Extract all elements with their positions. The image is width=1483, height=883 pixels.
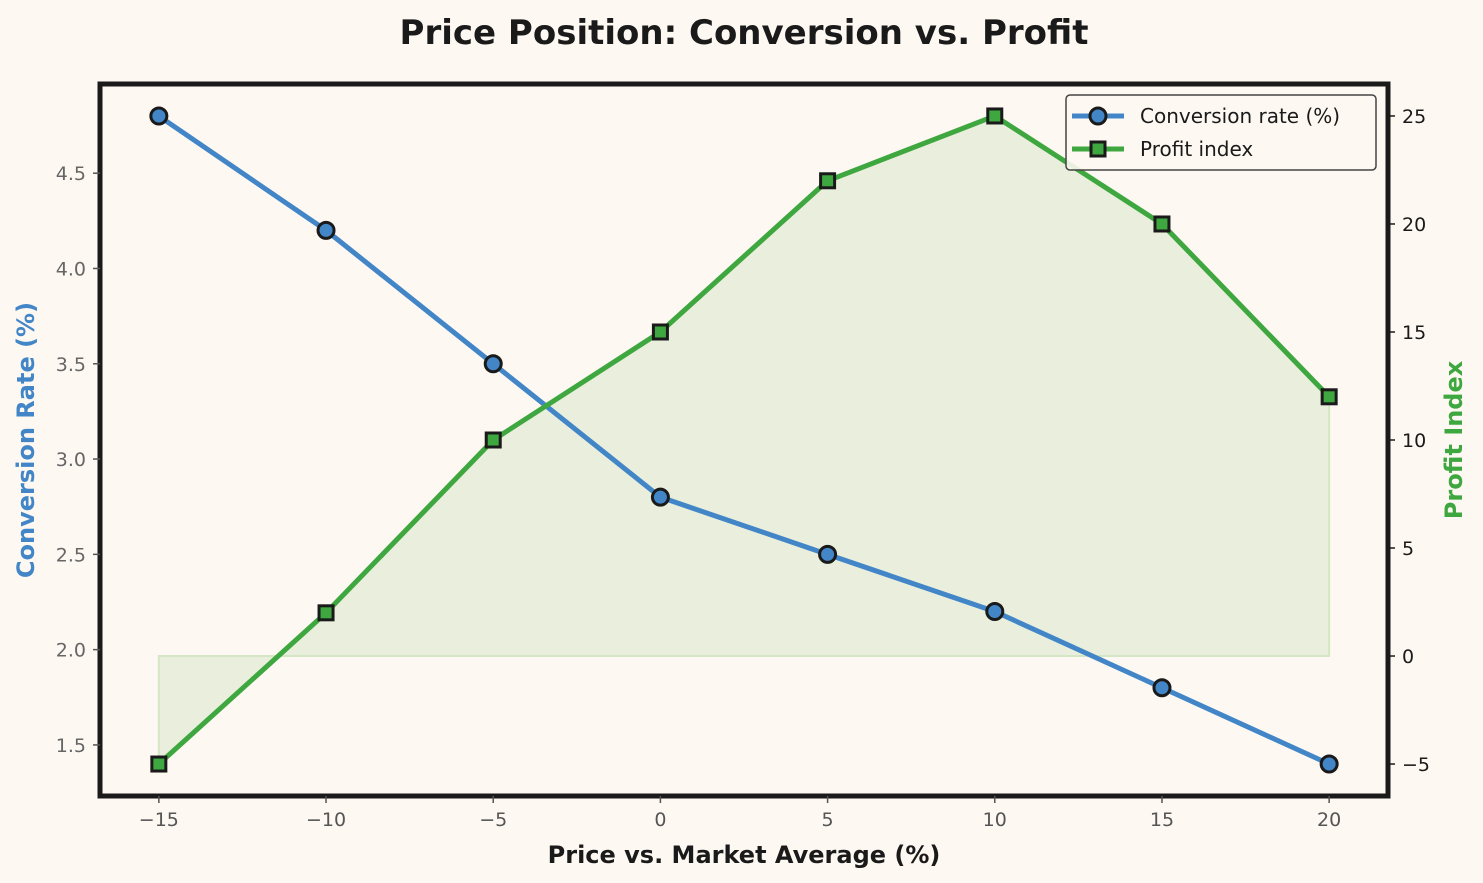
profit-fill-area xyxy=(157,114,1331,767)
conversion-point xyxy=(985,602,1005,622)
profit-point xyxy=(651,323,669,341)
x-tick-label: 5 xyxy=(822,809,834,831)
legend-circle-marker-icon xyxy=(1088,106,1108,126)
x-axis-label: Price vs. Market Average (%) xyxy=(548,841,941,869)
conversion-point xyxy=(316,220,336,240)
x-tick-label: −10 xyxy=(306,809,346,831)
x-tick-label: 10 xyxy=(983,809,1007,831)
profit-point xyxy=(986,107,1004,125)
profit-point xyxy=(150,755,168,773)
profit-fill-area-path xyxy=(157,114,1331,767)
profit-line xyxy=(157,113,1331,766)
profit-point xyxy=(317,604,335,622)
legend-square-marker-icon xyxy=(1089,140,1107,158)
y-right-tick-label: 25 xyxy=(1402,106,1426,128)
x-tick-label: −15 xyxy=(139,809,179,831)
y-left-tick-label: 2.5 xyxy=(56,544,86,566)
x-tick-label: −5 xyxy=(479,809,507,831)
y-right-tick-label: −5 xyxy=(1402,754,1430,776)
y-left-tick-label: 4.0 xyxy=(56,258,86,280)
y-right-tick-label: 15 xyxy=(1402,322,1426,344)
x-tick-label: 20 xyxy=(1317,809,1341,831)
y-left-tick-label: 1.5 xyxy=(56,735,86,757)
profit-point xyxy=(1320,388,1338,406)
legend: Conversion rate (%) Profit index xyxy=(1065,94,1377,171)
y-right-tick-label: 5 xyxy=(1402,538,1414,560)
x-tick-label: 15 xyxy=(1150,809,1174,831)
y-right-tick-label: 20 xyxy=(1402,214,1426,236)
profit-point xyxy=(1153,215,1171,233)
x-tick-label: 0 xyxy=(654,809,666,831)
conversion-point xyxy=(483,354,503,374)
y-left-tick-label: 2.0 xyxy=(56,640,86,662)
conversion-point xyxy=(818,544,838,564)
conversion-point xyxy=(1152,678,1172,698)
y-left-tick-label: 3.0 xyxy=(56,449,86,471)
conversion-point xyxy=(149,106,169,126)
legend-label-profit: Profit index xyxy=(1140,137,1253,161)
y-left-tick-label: 4.5 xyxy=(56,163,86,185)
conversion-line xyxy=(157,113,1331,767)
legend-label-conversion: Conversion rate (%) xyxy=(1140,104,1340,128)
y-left-tick-label: 3.5 xyxy=(56,354,86,376)
chart-title: Price Position: Conversion vs. Profit xyxy=(400,13,1089,53)
profit-point xyxy=(819,172,837,190)
conversion-point xyxy=(1319,754,1339,774)
y-axis-right-label: Profit Index xyxy=(1440,360,1468,519)
y-right-tick-label: 0 xyxy=(1402,646,1414,668)
profit-point xyxy=(484,431,502,449)
y-right-tick-label: 10 xyxy=(1402,430,1426,452)
conversion-point xyxy=(650,487,670,507)
y-axis-left-label: Conversion Rate (%) xyxy=(12,302,40,578)
